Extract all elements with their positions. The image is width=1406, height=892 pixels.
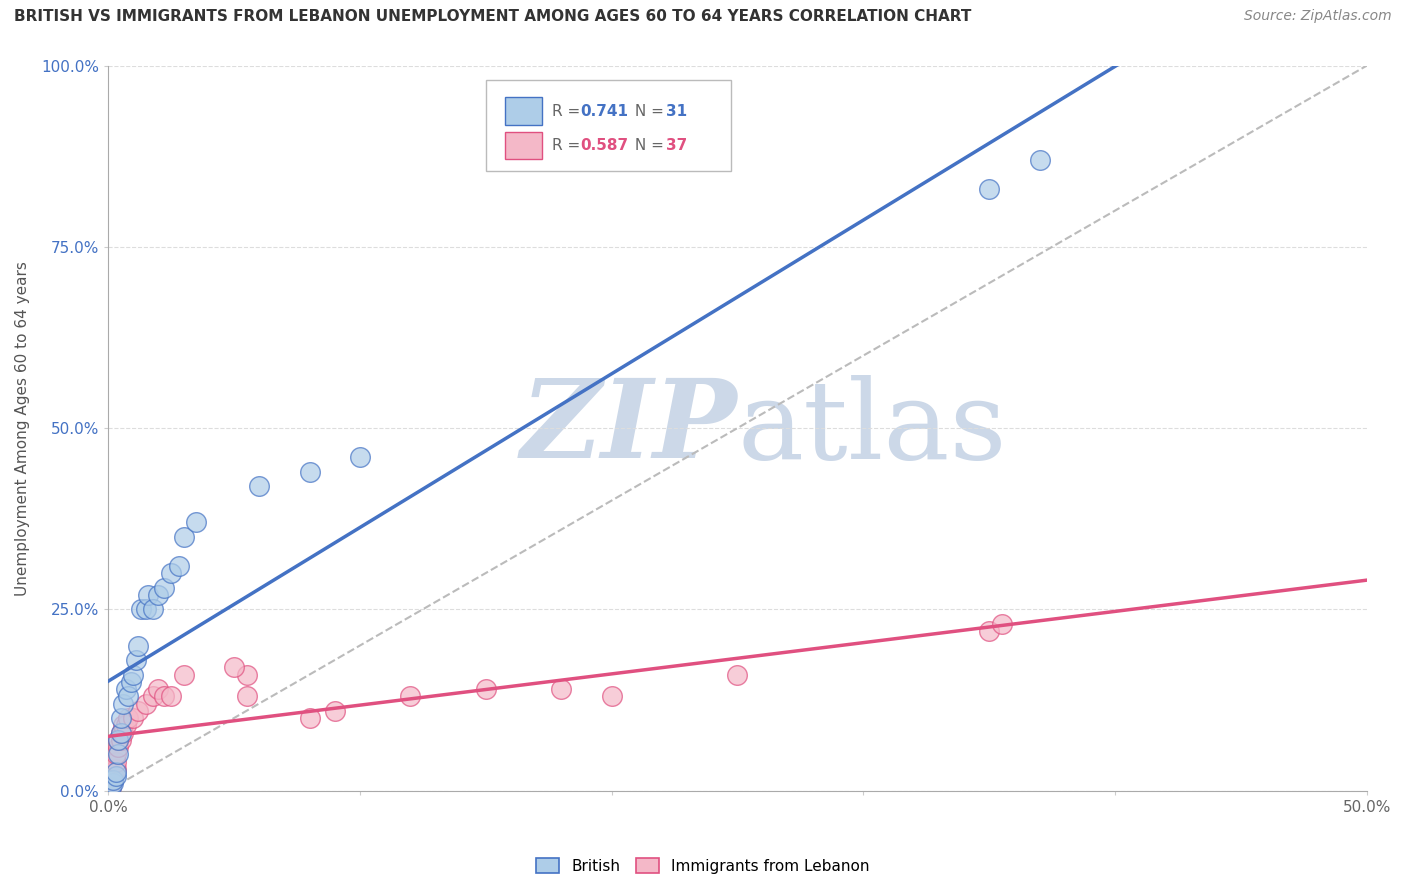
Point bbox=[101, 772, 124, 787]
Legend: British, Immigrants from Lebanon: British, Immigrants from Lebanon bbox=[530, 852, 876, 880]
Point bbox=[127, 704, 149, 718]
Text: N =: N = bbox=[630, 103, 669, 119]
Point bbox=[247, 479, 270, 493]
Point bbox=[101, 765, 124, 780]
Point bbox=[104, 755, 127, 769]
Point bbox=[142, 602, 165, 616]
Point bbox=[100, 776, 122, 790]
Point bbox=[474, 681, 496, 696]
Point bbox=[979, 624, 1001, 638]
Point bbox=[112, 697, 135, 711]
Point bbox=[107, 732, 129, 747]
Point bbox=[135, 697, 157, 711]
Point bbox=[979, 182, 1001, 196]
Point bbox=[600, 690, 623, 704]
Point bbox=[120, 674, 142, 689]
Text: N =: N = bbox=[630, 138, 669, 153]
Point bbox=[173, 667, 195, 681]
Point bbox=[129, 602, 152, 616]
Point bbox=[298, 465, 321, 479]
Text: 37: 37 bbox=[665, 138, 688, 153]
Point bbox=[135, 602, 157, 616]
Point bbox=[110, 711, 132, 725]
Point bbox=[399, 690, 422, 704]
Point bbox=[152, 690, 174, 704]
Point bbox=[104, 769, 127, 783]
Point bbox=[148, 588, 170, 602]
Point bbox=[107, 747, 129, 762]
Point bbox=[160, 690, 183, 704]
Text: 0.587: 0.587 bbox=[581, 138, 628, 153]
Point bbox=[100, 772, 122, 787]
Text: ZIP: ZIP bbox=[520, 375, 738, 482]
Point bbox=[186, 516, 208, 530]
FancyBboxPatch shape bbox=[505, 97, 543, 125]
Point bbox=[127, 639, 149, 653]
Point bbox=[110, 725, 132, 739]
Point bbox=[349, 450, 371, 464]
Text: BRITISH VS IMMIGRANTS FROM LEBANON UNEMPLOYMENT AMONG AGES 60 TO 64 YEARS CORREL: BRITISH VS IMMIGRANTS FROM LEBANON UNEMP… bbox=[14, 9, 972, 24]
Point bbox=[160, 566, 183, 580]
FancyBboxPatch shape bbox=[485, 80, 731, 170]
Point bbox=[142, 690, 165, 704]
Point bbox=[152, 581, 174, 595]
Point bbox=[138, 588, 160, 602]
Point bbox=[125, 653, 148, 667]
Point bbox=[101, 772, 124, 787]
Point bbox=[991, 616, 1014, 631]
Text: atlas: atlas bbox=[738, 375, 1007, 482]
Point bbox=[107, 732, 129, 747]
Point bbox=[148, 681, 170, 696]
Point bbox=[100, 780, 122, 794]
Point bbox=[112, 718, 135, 732]
Point bbox=[101, 776, 124, 790]
Point bbox=[1028, 153, 1050, 167]
Point bbox=[235, 667, 257, 681]
Point bbox=[173, 530, 195, 544]
Point bbox=[112, 725, 135, 739]
Point bbox=[167, 558, 190, 573]
Point bbox=[104, 747, 127, 762]
Point bbox=[110, 732, 132, 747]
Point bbox=[114, 681, 136, 696]
Text: 0.741: 0.741 bbox=[581, 103, 628, 119]
Point bbox=[110, 725, 132, 739]
Point bbox=[117, 711, 139, 725]
Point bbox=[222, 660, 245, 674]
Point bbox=[100, 780, 122, 794]
Point bbox=[298, 711, 321, 725]
Text: R =: R = bbox=[553, 138, 585, 153]
Point bbox=[117, 690, 139, 704]
Point bbox=[122, 711, 145, 725]
Y-axis label: Unemployment Among Ages 60 to 64 years: Unemployment Among Ages 60 to 64 years bbox=[15, 260, 30, 596]
Point bbox=[727, 667, 749, 681]
Point bbox=[323, 704, 346, 718]
Point bbox=[122, 667, 145, 681]
Point bbox=[107, 739, 129, 754]
Text: R =: R = bbox=[553, 103, 585, 119]
FancyBboxPatch shape bbox=[505, 131, 543, 159]
Point bbox=[235, 690, 257, 704]
Text: 31: 31 bbox=[665, 103, 688, 119]
Point bbox=[104, 762, 127, 776]
Point bbox=[114, 718, 136, 732]
Point bbox=[101, 769, 124, 783]
Point bbox=[550, 681, 572, 696]
Text: Source: ZipAtlas.com: Source: ZipAtlas.com bbox=[1244, 9, 1392, 23]
Point bbox=[104, 765, 127, 780]
